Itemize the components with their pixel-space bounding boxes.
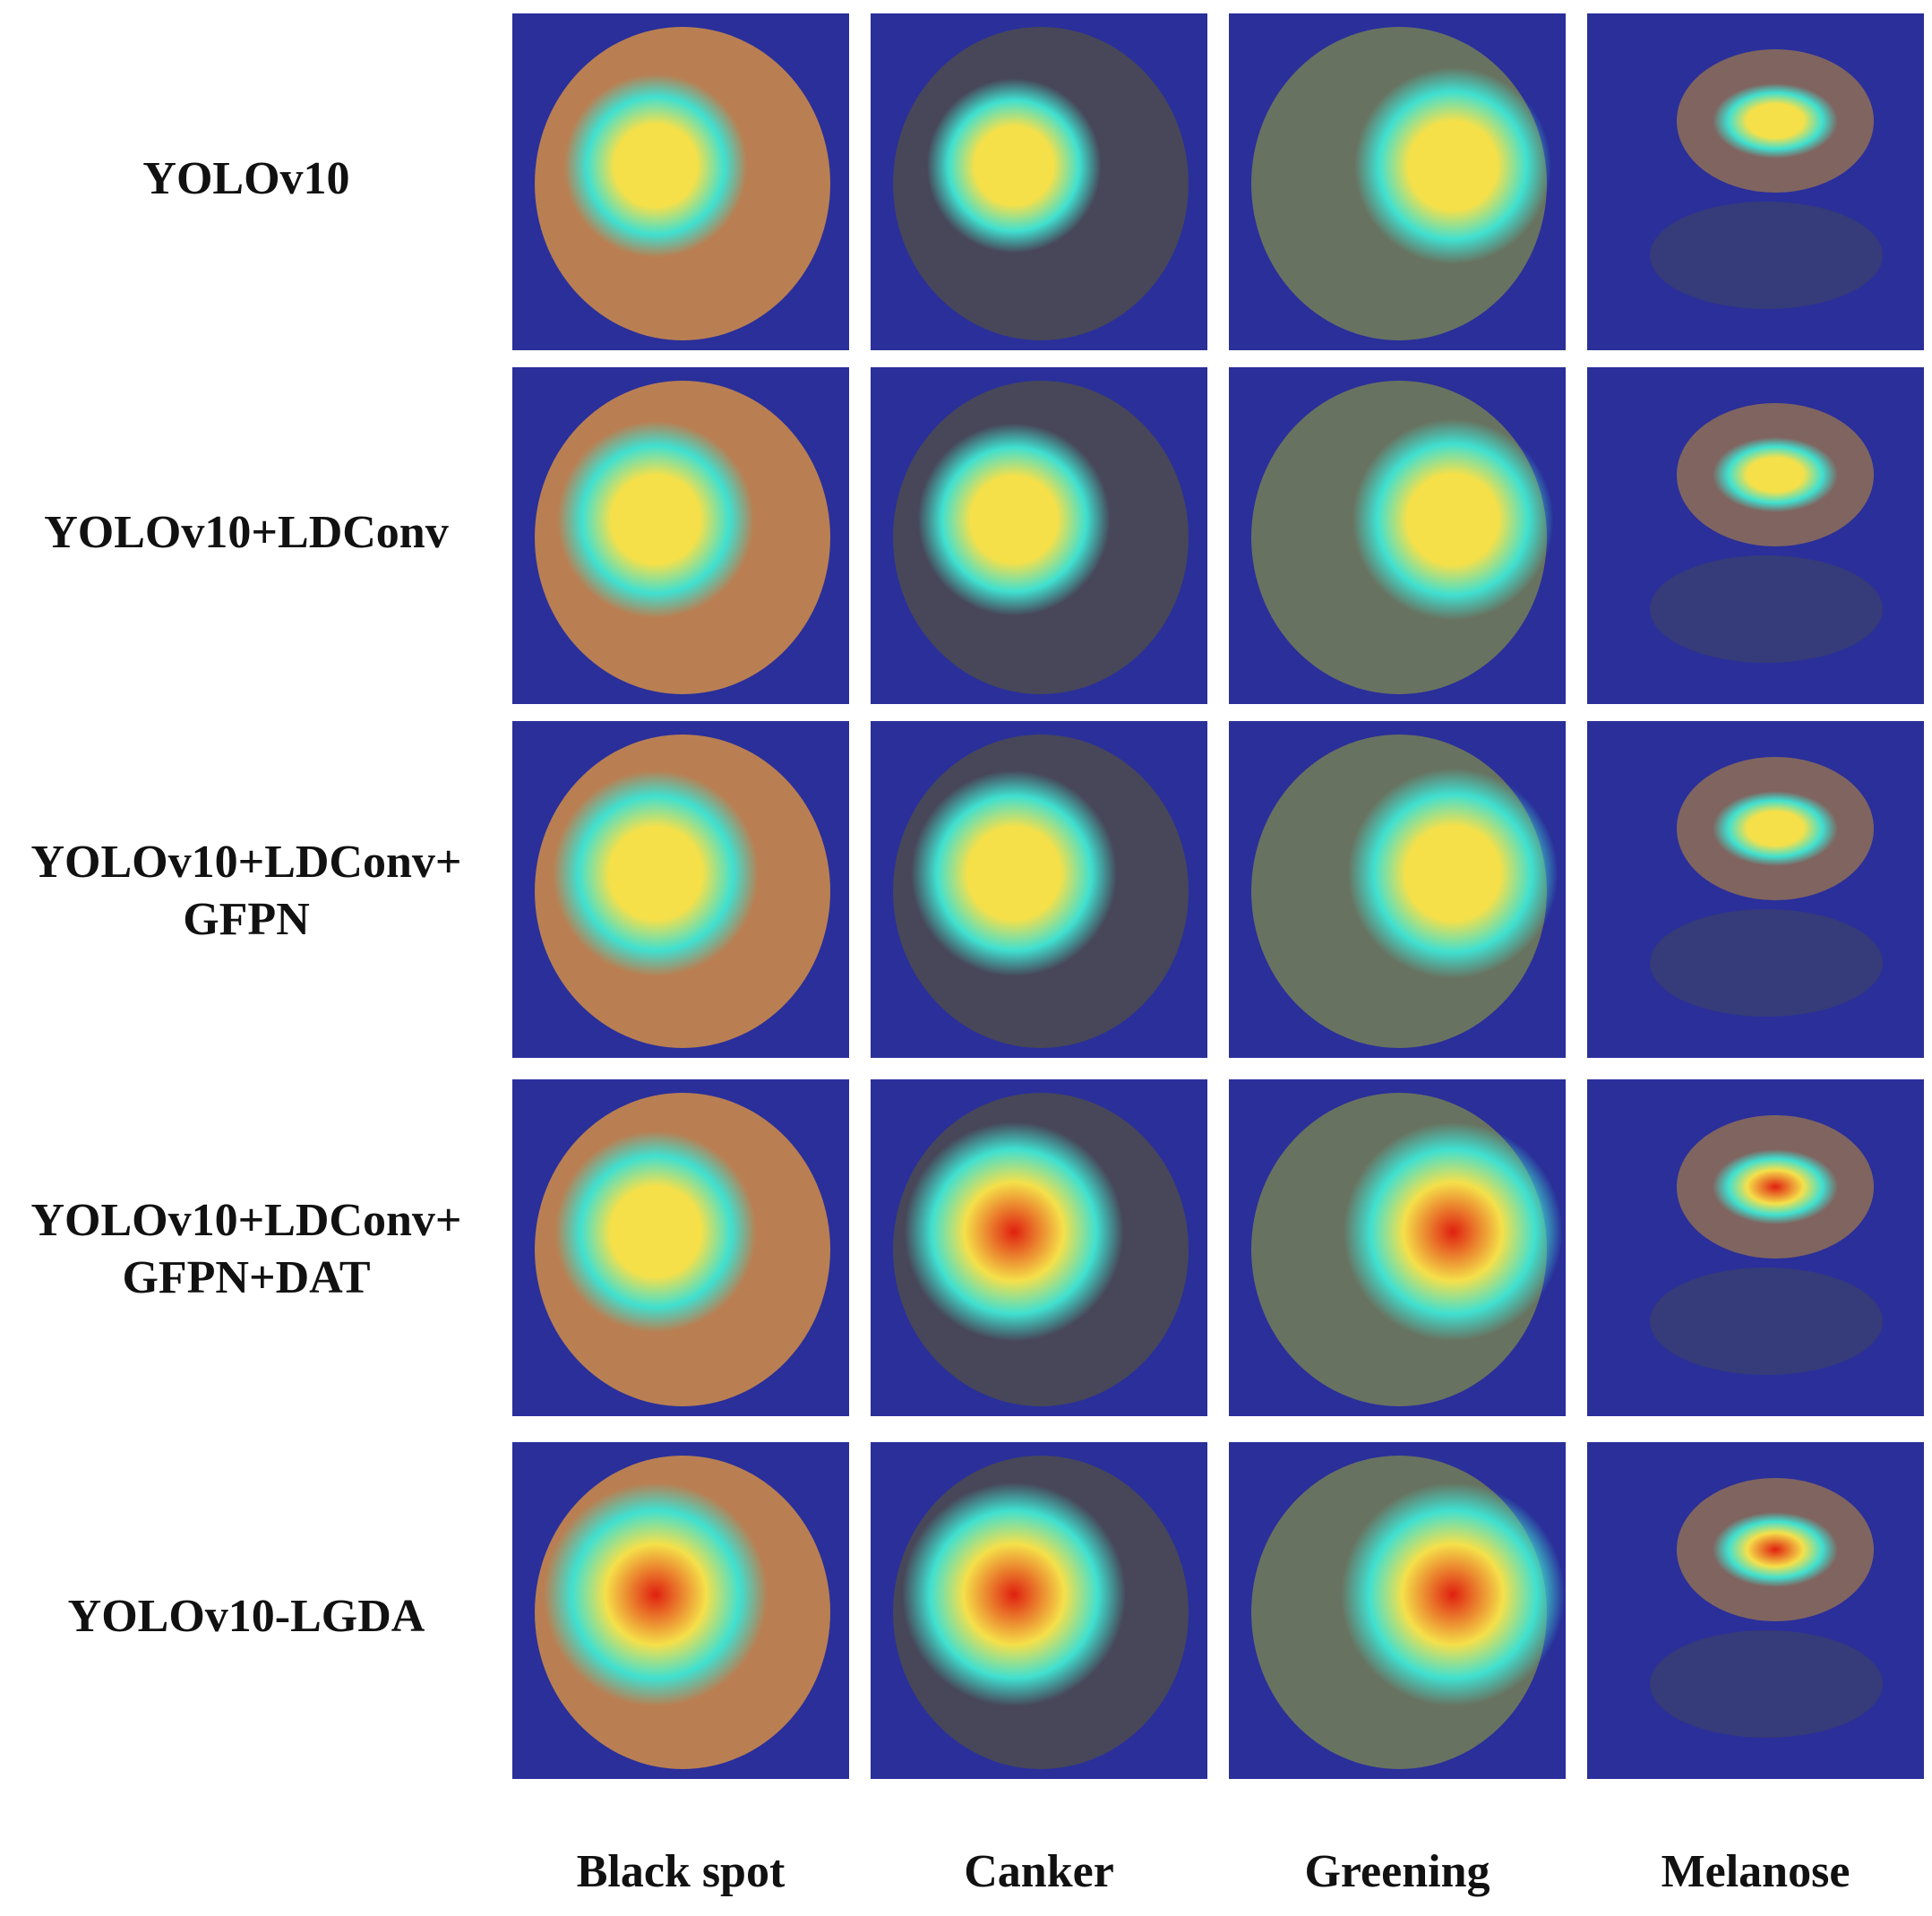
column-label-canker: Canker (964, 1846, 1114, 1897)
heatmap-cell-greening-row2 (1229, 367, 1566, 704)
heatmap-cell-melanose-row1 (1587, 13, 1924, 350)
heatmap-cell-canker-row2 (871, 367, 1207, 704)
heatmap-cell-greening-row3 (1229, 721, 1566, 1058)
row-label-yolov10-ldconv: YOLOv10+LDConv (44, 507, 449, 558)
row-label-yolov10-lgda: YOLOv10-LGDA (67, 1591, 425, 1642)
heatmap-cell-melanose-row4 (1587, 1079, 1924, 1416)
heatmap-cell-black-spot-row3 (512, 721, 849, 1058)
heatmap-cell-canker-row3 (871, 721, 1207, 1058)
row-label-yolov10: YOLOv10 (142, 153, 350, 204)
row-label-yolov10-ldconv-gfpn-dat: YOLOv10+LDConv+ GFPN+DAT (30, 1195, 462, 1303)
column-label-greening: Greening (1304, 1846, 1490, 1897)
column-label-melanose: Melanose (1661, 1846, 1850, 1897)
heatmap-cell-black-spot-row4 (512, 1079, 849, 1416)
heatmap-cell-melanose-row5 (1587, 1442, 1924, 1779)
heatmap-cell-canker-row4 (871, 1079, 1207, 1416)
heatmap-cell-melanose-row3 (1587, 721, 1924, 1058)
heatmap-cell-canker-row5 (871, 1442, 1207, 1779)
heatmap-cell-black-spot-row1 (512, 13, 849, 350)
heatmap-cell-greening-row1 (1229, 13, 1566, 350)
heatmap-cell-black-spot-row5 (512, 1442, 849, 1779)
heatmap-cell-melanose-row2 (1587, 367, 1924, 704)
heatmap-cell-black-spot-row2 (512, 367, 849, 704)
heatmap-cell-canker-row1 (871, 13, 1207, 350)
row-label-yolov10-ldconv-gfpn: YOLOv10+LDConv+ GFPN (30, 837, 462, 945)
heatmap-cell-greening-row5 (1229, 1442, 1566, 1779)
heatmap-cell-greening-row4 (1229, 1079, 1566, 1416)
column-label-black-spot: Black spot (576, 1846, 786, 1897)
